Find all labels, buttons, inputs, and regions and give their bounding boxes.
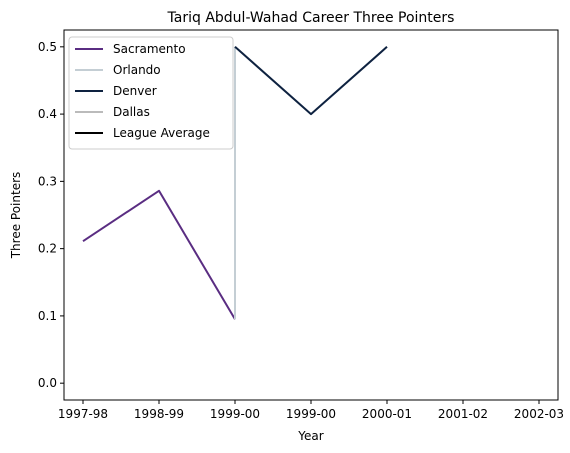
legend-box — [68, 36, 234, 150]
x-tick-label: 2001-02 — [438, 407, 488, 421]
y-tick-label: 0.5 — [38, 40, 57, 54]
x-tick-label: 1998-99 — [134, 407, 184, 421]
y-tick-label: 0.3 — [38, 174, 57, 188]
y-axis: 0.0 0.1 0.2 0.3 0.4 0.5 — [38, 40, 64, 390]
series-line-denver — [234, 46, 388, 116]
x-axis: 1997-98 1998-99 1999-00 1999-00 2000-01 2001-… — [58, 400, 564, 421]
legend-entry-label: Orlando — [113, 63, 161, 77]
legend-entry-label: Dallas — [113, 105, 150, 119]
x-axis-label: Year — [297, 429, 323, 443]
series-line-sacramento — [82, 189, 236, 320]
legend-entry-label: Sacramento — [113, 42, 186, 56]
series-layer — [82, 46, 388, 320]
x-tick-label: 2002-03 — [514, 407, 564, 421]
y-axis-label: Three Pointers — [9, 172, 23, 260]
legend-entry-label: League Average — [113, 126, 210, 140]
y-tick-label: 0.2 — [38, 242, 57, 256]
x-tick-label: 1997-98 — [58, 407, 108, 421]
y-tick-label: 0.1 — [38, 309, 57, 323]
x-tick-label: 1999-00 — [286, 407, 336, 421]
x-tick-label: 1999-00 — [210, 407, 260, 421]
legend-entry-label: Denver — [113, 84, 157, 98]
x-tick-label: 2000-01 — [362, 407, 412, 421]
y-tick-label: 0.4 — [38, 107, 57, 121]
legend: Sacramento Orlando Denver Dallas League Aver… — [68, 36, 234, 150]
y-tick-label: 0.0 — [38, 376, 57, 390]
chart-title: Tariq Abdul-Wahad Career Three Pointers — [167, 10, 455, 26]
